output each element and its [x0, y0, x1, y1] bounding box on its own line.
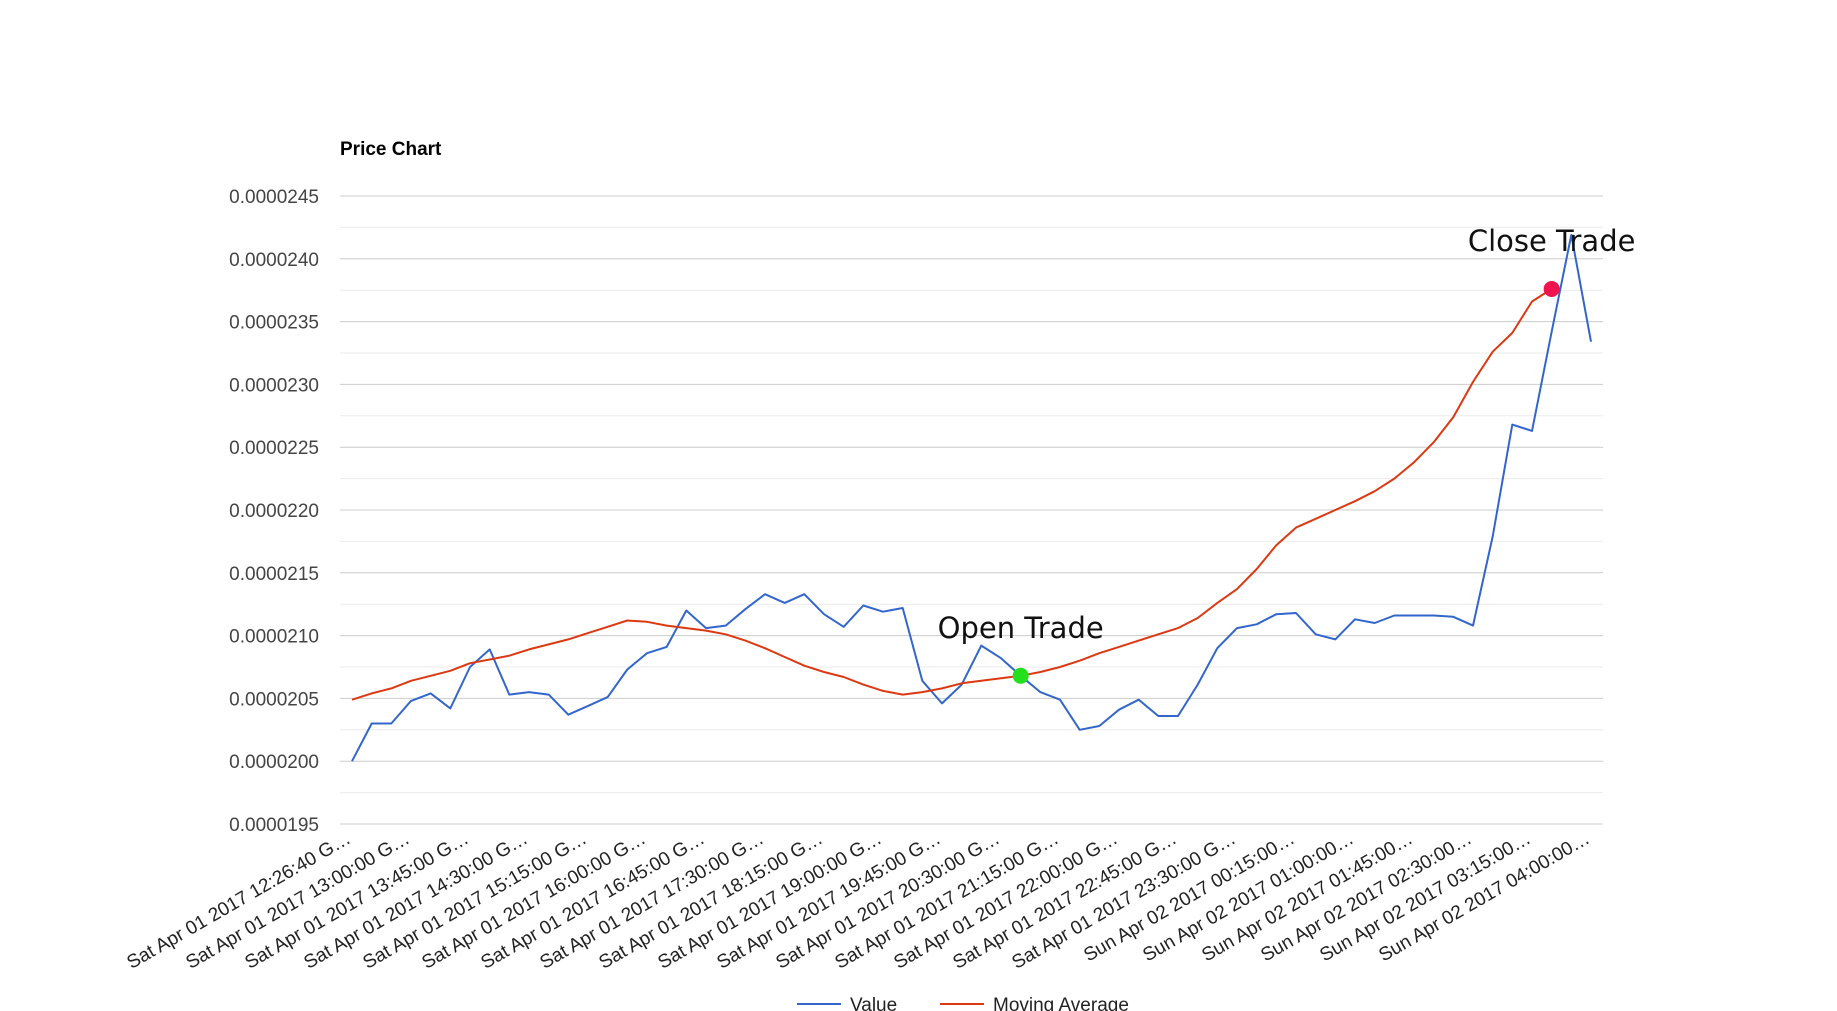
trade-marker: [1543, 280, 1560, 297]
y-tick-label: 0.0000235: [229, 313, 319, 334]
y-tick-label: 0.0000205: [229, 689, 319, 710]
y-tick-label: 0.0000225: [229, 438, 319, 459]
chart-title: Price Chart: [340, 139, 442, 160]
annotations: Open Trade Close Trade: [938, 224, 1636, 684]
annotation-label: Open Trade: [938, 611, 1104, 645]
y-tick-label: 0.0000195: [229, 815, 319, 836]
y-tick-label: 0.0000200: [229, 752, 319, 773]
x-axis-tick-labels: Sat Apr 01 2017 12:26:40 G…Sat Apr 01 20…: [124, 828, 1594, 973]
y-tick-label: 0.0000230: [229, 375, 319, 396]
legend-label: Moving Average: [993, 995, 1129, 1011]
y-tick-label: 0.0000215: [229, 564, 319, 585]
series-line-value: [351, 233, 1592, 762]
y-tick-label: 0.0000210: [229, 627, 319, 648]
y-tick-label: 0.0000245: [229, 187, 319, 208]
y-tick-label: 0.0000240: [229, 250, 319, 271]
y-tick-label: 0.0000220: [229, 501, 319, 522]
legend-label: Value: [850, 995, 897, 1011]
series-line-moving-average: [351, 288, 1553, 701]
y-axis-tick-labels: 0.0000195 0.0000200 0.0000205 0.0000210 0.00…: [229, 187, 319, 836]
annotation-label: Close Trade: [1468, 224, 1636, 258]
trade-marker: [1012, 667, 1029, 684]
series-lines: [351, 233, 1592, 762]
legend: Value Moving Average: [797, 995, 1129, 1011]
gridlines: [340, 195, 1603, 825]
